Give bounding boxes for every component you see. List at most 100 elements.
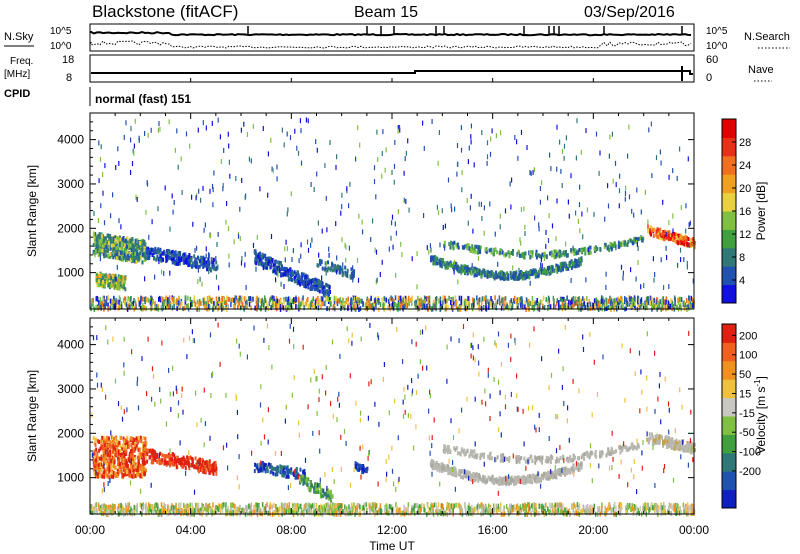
- power-cell: [277, 260, 280, 265]
- power-cell: [318, 298, 320, 304]
- power-cell: [116, 253, 119, 258]
- power-cell: [109, 305, 111, 311]
- power-cell: [570, 278, 572, 283]
- power-cell: [463, 304, 466, 310]
- power-cell: [207, 301, 209, 307]
- power-cell: [138, 252, 140, 257]
- power-cell: [304, 284, 307, 289]
- power-cell: [96, 295, 98, 301]
- velocity-cell: [165, 454, 168, 458]
- power-cell: [432, 255, 435, 260]
- power-cell: [577, 297, 579, 302]
- power-cell: [274, 270, 277, 275]
- velocity-cell: [100, 439, 103, 444]
- velocity-cell: [207, 467, 210, 472]
- power-cell: [351, 299, 353, 305]
- freq-label-line1: Freq.: [10, 56, 33, 67]
- power-cell: [240, 127, 242, 133]
- power-cell: [498, 271, 501, 276]
- power-cell: [599, 247, 602, 251]
- power-cell: [444, 263, 447, 268]
- power-cell: [534, 274, 537, 279]
- power-cell: [297, 279, 300, 284]
- power-cell: [161, 257, 164, 262]
- power-cell: [593, 211, 595, 217]
- power-cell: [396, 303, 398, 309]
- power-cell: [631, 302, 633, 308]
- power-cell: [688, 222, 690, 228]
- power-cell: [217, 231, 219, 237]
- velocity-cell: [120, 467, 123, 472]
- power-cell: [152, 255, 155, 260]
- power-cell: [474, 250, 477, 255]
- power-cell: [603, 299, 605, 305]
- power-cell: [123, 276, 126, 281]
- power-cell: [543, 256, 545, 261]
- velocity-cell: [95, 455, 98, 460]
- power-cell: [165, 255, 168, 260]
- power-cell: [123, 282, 125, 287]
- power-cell: [628, 194, 631, 200]
- power-cell: [529, 301, 531, 306]
- power-cell: [404, 156, 406, 162]
- power-cell: [540, 262, 542, 268]
- power-cell: [134, 248, 136, 253]
- power-cell: [340, 210, 342, 216]
- power-cell: [211, 299, 213, 305]
- power-cell: [468, 299, 471, 305]
- power-cell: [317, 220, 319, 226]
- power-cell: [476, 295, 478, 301]
- velocity-cell: [142, 461, 145, 466]
- velocity-cell: [115, 438, 118, 443]
- power-cell: [552, 253, 555, 258]
- power-cell: [637, 302, 640, 307]
- power-cell: [321, 228, 323, 234]
- power-cell: [683, 300, 685, 306]
- power-cell: [573, 301, 576, 307]
- power-cell: [92, 243, 95, 248]
- power-cell: [530, 171, 532, 177]
- velocity-cell: [167, 454, 170, 459]
- power-cell: [98, 279, 101, 284]
- velocity-cell: [361, 467, 364, 472]
- power-cell: [222, 305, 225, 311]
- power-cell: [132, 253, 135, 258]
- power-cell: [107, 247, 109, 252]
- velocity-cell: [275, 467, 278, 472]
- power-cell: [244, 296, 247, 302]
- velocity-cell: [175, 460, 178, 465]
- power-cell: [120, 277, 123, 282]
- power-cell: [204, 222, 206, 228]
- velocity-cell: [95, 465, 98, 470]
- power-cell: [266, 257, 269, 262]
- power-cell: [673, 295, 676, 301]
- power-cell: [272, 299, 274, 304]
- power-cell: [404, 298, 406, 304]
- power-cell: [647, 300, 650, 305]
- velocity-cell: [106, 435, 108, 440]
- velocity-cell: [142, 448, 145, 453]
- power-cell: [451, 241, 454, 246]
- power-cell: [336, 298, 338, 304]
- velocity-cell: [184, 459, 187, 464]
- power-cell: [658, 303, 661, 309]
- power-cell: [381, 173, 383, 179]
- power-cell: [679, 146, 681, 152]
- velocity-cell: [363, 468, 366, 473]
- power-cell: [607, 304, 610, 310]
- power-cell: [164, 185, 166, 191]
- power-cell: [559, 296, 562, 302]
- power-cell: [259, 186, 261, 192]
- power-cell: [659, 227, 662, 232]
- power-cell: [485, 305, 487, 311]
- power-cell: [295, 297, 297, 303]
- power-cell: [466, 198, 468, 203]
- power-cell: [174, 299, 176, 305]
- power-cell: [371, 303, 373, 308]
- power-cell: [176, 299, 178, 305]
- power-cell: [187, 262, 190, 267]
- power-cell: [671, 301, 674, 307]
- power-cell: [305, 279, 308, 284]
- power-cell: [607, 244, 610, 249]
- power-cell: [434, 304, 436, 310]
